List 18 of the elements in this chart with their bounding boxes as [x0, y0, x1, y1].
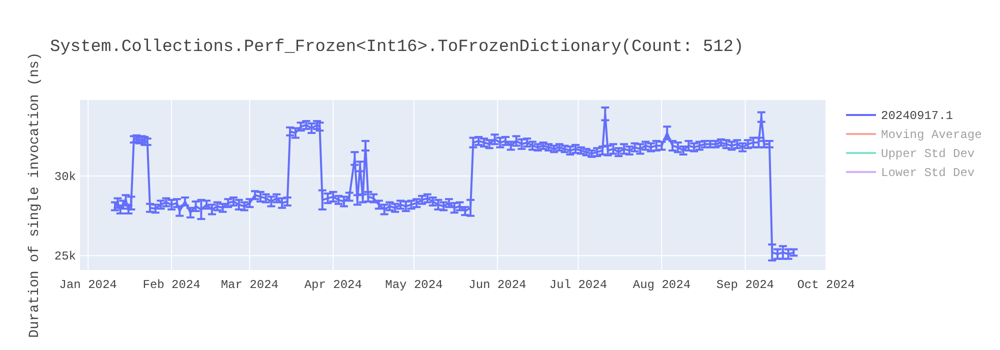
legend-label: 20240917.1 [881, 109, 954, 123]
x-tick-label: Jul 2024 [549, 278, 608, 292]
x-tick-label: Jan 2024 [59, 278, 117, 292]
y-tick-label: 30k [54, 170, 76, 184]
x-tick-label: May 2024 [385, 278, 443, 292]
y-tick-label: 25k [54, 250, 76, 264]
legend-label: Upper Std Dev [881, 147, 975, 161]
x-tick-label: Jun 2024 [468, 278, 526, 292]
x-tick-label: Sep 2024 [716, 278, 774, 292]
x-tick-label: Apr 2024 [304, 278, 362, 292]
x-tick-label: Mar 2024 [220, 278, 278, 292]
y-axis-title: Duration of single invocation (ns) [27, 52, 43, 338]
x-tick-label: Aug 2024 [632, 278, 691, 292]
chart-title: System.Collections.Perf_Frozen<Int16>.ToFrozenDictionary(Count: 512) [50, 38, 744, 57]
legend-label: Moving Average [881, 128, 982, 142]
legend-label: Lower Std Dev [881, 166, 975, 180]
x-tick-label: Oct 2024 [797, 278, 855, 292]
x-tick-label: Feb 2024 [142, 278, 200, 292]
